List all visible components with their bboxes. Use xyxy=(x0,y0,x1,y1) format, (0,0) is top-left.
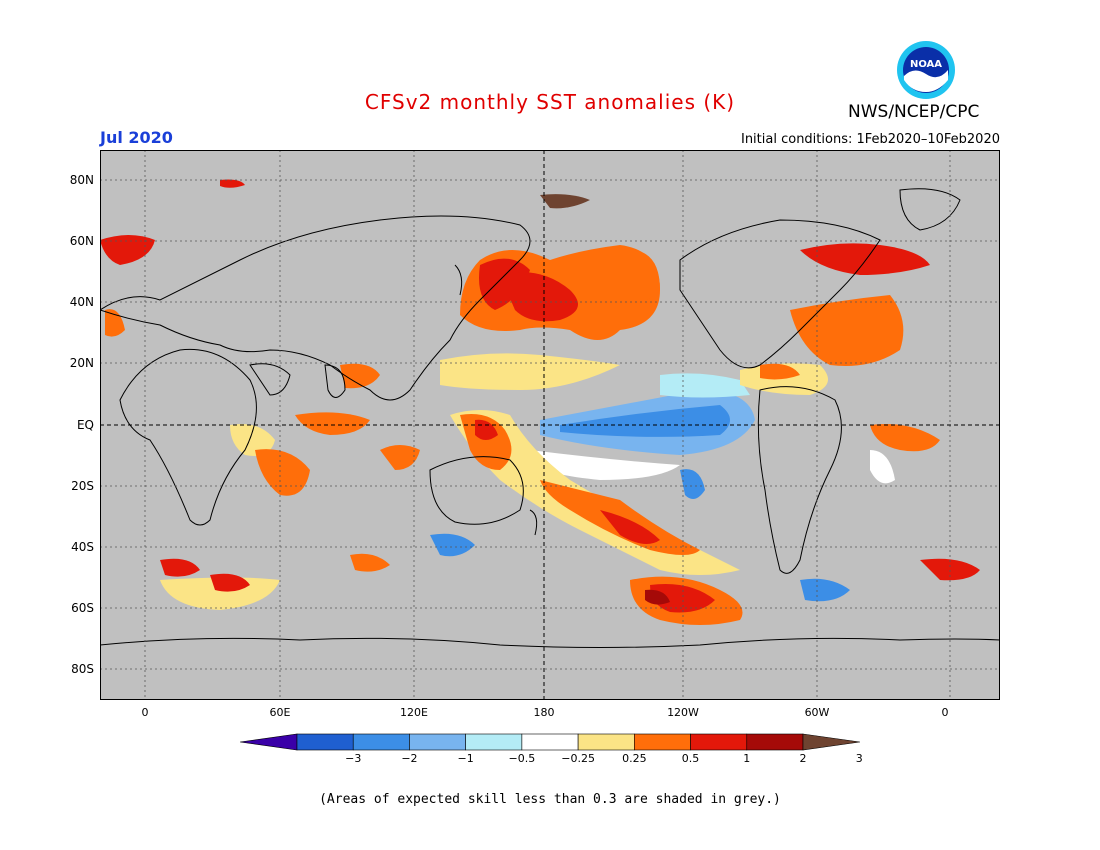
colorbar-segment xyxy=(296,733,354,751)
anomaly-patches xyxy=(100,179,980,625)
colorbar-tick-label: 2 xyxy=(799,752,807,765)
lon-label-0: 0 xyxy=(141,706,149,719)
noaa-logo-text: NOAA xyxy=(910,59,942,70)
lat-label-20n: 20N xyxy=(69,356,94,370)
colorbar-segment xyxy=(690,733,748,751)
colorbar-tick-label: −3 xyxy=(345,752,362,765)
colorbar-tick-label: 0.25 xyxy=(622,752,647,765)
coastlines xyxy=(100,188,1000,648)
equator-dateline xyxy=(100,150,1000,700)
lat-label-60s: 60S xyxy=(71,601,94,615)
colorbar-segment xyxy=(465,733,523,751)
colorbar-low-arrow xyxy=(239,733,298,751)
colorbar-segment xyxy=(409,733,466,751)
organization-label: NWS/NCEP/CPC xyxy=(848,102,980,122)
lat-label-20s: 20S xyxy=(71,479,94,493)
map-title: CFSv2 monthly SST anomalies (K) xyxy=(364,90,736,114)
sst-anomaly-map xyxy=(100,150,1000,700)
lon-label-60e: 60E xyxy=(269,706,291,719)
colorbar-tick-label: −1 xyxy=(457,752,474,765)
colorbar-segment xyxy=(352,733,410,751)
colorbar-tick-label: −0.25 xyxy=(561,752,595,765)
colorbar-segment xyxy=(521,733,579,751)
noaa-logo: NOAA xyxy=(896,40,956,100)
skill-footnote: (Areas of expected skill less than 0.3 a… xyxy=(319,792,781,807)
lat-label-eq: EQ xyxy=(76,418,94,432)
colorbar-tick-label: 0.5 xyxy=(681,752,700,765)
colorbar-labels: −3 −2 −1 −0.5 −0.25 0.25 0.5 1 2 3 xyxy=(0,752,1100,768)
lat-label-80n: 80N xyxy=(69,173,94,187)
colorbar-tick-label: 3 xyxy=(855,752,863,765)
colorbar-tick-label: −2 xyxy=(401,752,418,765)
lon-label-60w: 60W xyxy=(804,706,830,719)
colorbar xyxy=(239,733,861,751)
lat-label-80s: 80S xyxy=(71,662,94,676)
colorbar-tick-label: −0.5 xyxy=(508,752,536,765)
initial-conditions: Initial conditions: 1Feb2020–10Feb2020 xyxy=(740,132,1000,147)
lat-label-40s: 40S xyxy=(71,540,94,554)
lon-label-180: 180 xyxy=(533,706,555,719)
colorbar-segment xyxy=(634,733,691,751)
lat-label-40n: 40N xyxy=(69,295,94,309)
lat-label-60n: 60N xyxy=(69,234,94,248)
colorbar-high-arrow xyxy=(802,733,861,751)
colorbar-tick-label: 1 xyxy=(743,752,751,765)
lon-label-0-east: 0 xyxy=(941,706,949,719)
colorbar-segment xyxy=(746,733,804,751)
lon-label-120e: 120E xyxy=(400,706,428,719)
lon-label-120w: 120W xyxy=(667,706,699,719)
forecast-month: Jul 2020 xyxy=(100,128,173,147)
colorbar-segment xyxy=(577,733,635,751)
